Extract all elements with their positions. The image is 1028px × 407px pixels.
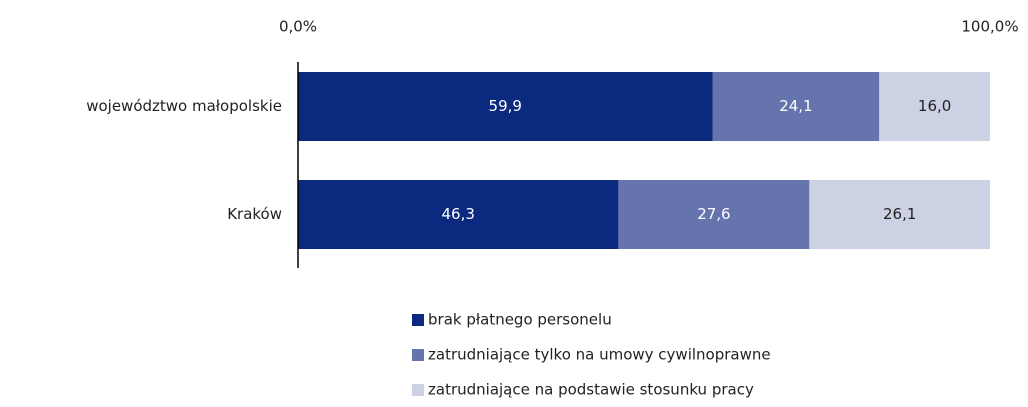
data-label: 46,3 (441, 205, 474, 223)
category-label: Kraków (227, 205, 282, 223)
legend-label: zatrudniające tylko na umowy cywilnopraw… (428, 346, 771, 364)
data-label: 27,6 (697, 205, 730, 223)
data-label: 24,1 (779, 97, 812, 115)
legend-swatch (412, 349, 424, 361)
legend-label: brak płatnego personelu (428, 311, 612, 329)
x-tick-label: 0,0% (279, 18, 317, 36)
category-label: województwo małopolskie (86, 97, 282, 115)
bar-segment (298, 72, 713, 141)
bar-segment (298, 180, 619, 249)
bar-segment (618, 180, 810, 249)
data-label: 16,0 (918, 97, 951, 115)
legend-label: zatrudniające na podstawie stosunku prac… (428, 381, 754, 399)
bar-segment (879, 72, 990, 141)
bar-segment (712, 72, 880, 141)
data-label: 59,9 (489, 97, 522, 115)
data-label: 26,1 (883, 205, 916, 223)
legend-swatch (412, 314, 424, 326)
x-tick-label: 100,0% (961, 18, 1018, 36)
bar-segment (809, 180, 990, 249)
legend-swatch (412, 384, 424, 396)
